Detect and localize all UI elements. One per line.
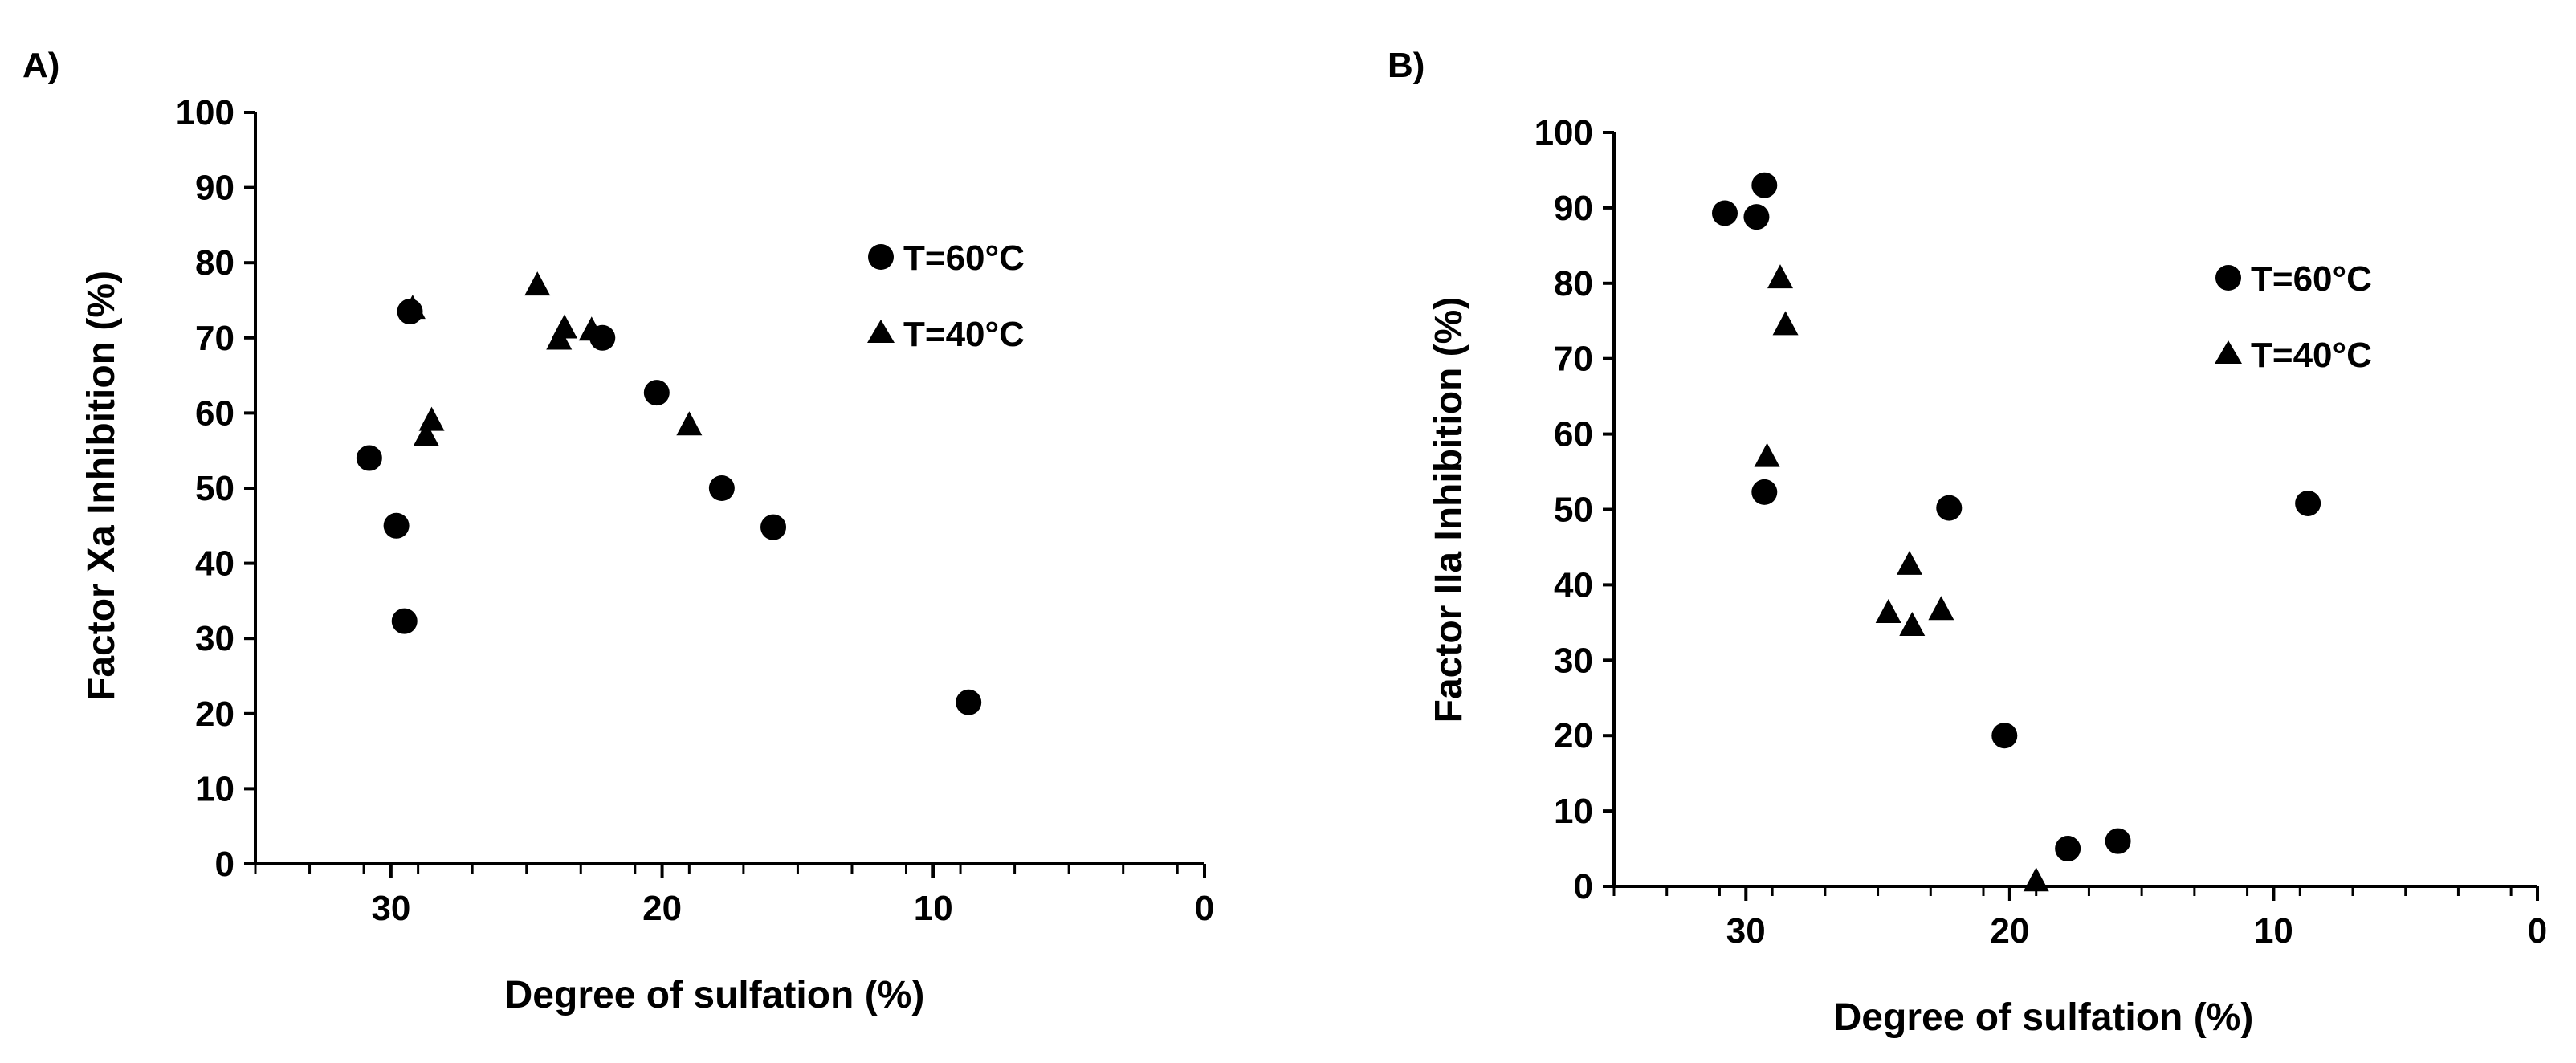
y-tick-label: 100 [1535, 113, 1593, 153]
data-marks-group [356, 271, 982, 715]
y-tick-label: 20 [1554, 716, 1593, 756]
legend: T=60°C T=40°C [2215, 259, 2372, 375]
y-tick-label: 10 [195, 769, 234, 808]
data-point-triangle [1897, 550, 1922, 575]
data-point-triangle [1754, 442, 1780, 467]
x-tick-label: 10 [914, 889, 953, 928]
y-tick-label: 80 [1554, 264, 1593, 303]
y-tick-label: 90 [195, 169, 234, 208]
y-tick-label: 80 [195, 243, 234, 283]
x-axis-title: Degree of sulfation (%) [505, 974, 925, 1016]
x-tick-label: 10 [2254, 911, 2293, 951]
panel-label: B) [1388, 46, 1425, 85]
data-point-circle [1751, 172, 1778, 198]
data-point-circle [383, 512, 410, 539]
data-point-triangle [1767, 264, 1793, 289]
data-point-triangle [578, 316, 605, 341]
panel-label: A) [22, 46, 59, 85]
data-point-circle [391, 608, 418, 634]
data-point-triangle [524, 271, 551, 296]
data-point-circle [1991, 723, 2018, 749]
x-tick-label: 20 [1990, 911, 2029, 951]
x-tick-label: 0 [2528, 911, 2547, 951]
y-axis-title: Factor IIa Inhibition (%) [1428, 297, 1470, 723]
data-point-circle [356, 445, 382, 471]
legend-label-t60: T=60°C [2251, 259, 2372, 299]
data-point-triangle [2023, 867, 2049, 892]
data-point-circle [760, 514, 787, 540]
legend-label-t60: T=60°C [903, 238, 1025, 278]
data-point-triangle [1928, 596, 1954, 621]
data-point-circle [1712, 200, 1738, 226]
y-tick-label: 60 [1554, 415, 1593, 454]
y-tick-label: 10 [1554, 792, 1593, 831]
data-point-circle [2055, 836, 2081, 862]
y-tick-label: 60 [195, 393, 234, 433]
y-tick-label: 30 [1554, 641, 1593, 680]
x-tick-label: 30 [1726, 911, 1766, 951]
legend-marker-triangle [867, 320, 895, 343]
data-point-circle [1936, 495, 1963, 521]
y-tick-label: 40 [1554, 565, 1593, 605]
legend-label-t40: T=40°C [2251, 336, 2372, 375]
data-point-triangle [676, 411, 703, 436]
y-tick-label: 30 [195, 619, 234, 658]
x-tick-label: 0 [1195, 889, 1214, 928]
y-tick-label: 40 [195, 544, 234, 584]
y-tick-label: 0 [215, 845, 234, 884]
y-tick-label: 50 [1554, 491, 1593, 530]
data-point-circle [1743, 204, 1770, 230]
data-point-triangle [399, 295, 426, 320]
y-tick-label: 70 [1554, 340, 1593, 379]
legend-marker-circle [2215, 265, 2241, 291]
data-marks-group [1712, 172, 2321, 892]
y-tick-label: 70 [195, 319, 234, 358]
y-tick-label: 20 [195, 694, 234, 734]
data-point-circle [2105, 828, 2131, 854]
data-point-circle [2295, 490, 2321, 516]
x-axis-title: Degree of sulfation (%) [1834, 996, 2254, 1039]
y-axis-title: Factor Xa Inhibition (%) [80, 271, 123, 701]
data-point-circle [956, 689, 982, 715]
legend-marker-triangle [2215, 340, 2242, 364]
axes-group [244, 111, 1206, 878]
data-point-triangle [1875, 599, 1901, 624]
data-point-triangle [1772, 311, 1799, 336]
y-tick-label: 90 [1554, 189, 1593, 228]
y-tick-label: 0 [1574, 867, 1593, 906]
x-tick-label: 30 [371, 889, 410, 928]
data-point-triangle [1899, 611, 1926, 636]
data-point-circle [643, 380, 670, 406]
y-tick-label: 50 [195, 469, 234, 508]
data-point-circle [1751, 479, 1778, 505]
legend-marker-circle [868, 244, 894, 270]
axes-group [1603, 131, 2539, 901]
x-tick-label: 20 [642, 889, 682, 928]
data-point-triangle [418, 406, 445, 431]
data-point-triangle [413, 422, 439, 446]
y-tick-label: 100 [176, 93, 234, 132]
legend-label-t40: T=40°C [903, 315, 1025, 354]
data-point-triangle [551, 314, 577, 339]
legend: T=60°C T=40°C [867, 238, 1025, 354]
data-point-circle [708, 475, 735, 501]
